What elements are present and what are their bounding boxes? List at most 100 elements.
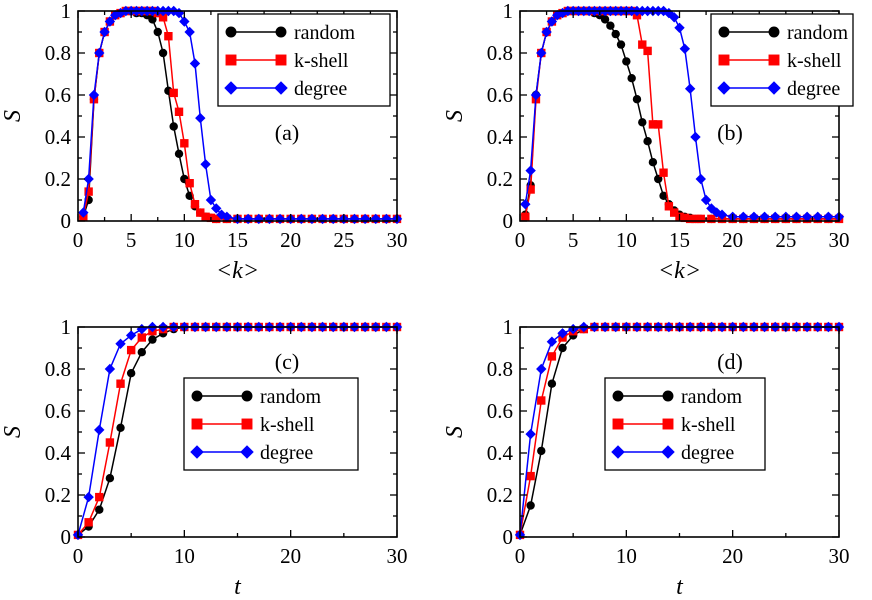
legend-marker	[612, 390, 624, 402]
x-tick-label: 10	[616, 544, 637, 568]
y-tick-label: 0	[503, 209, 514, 233]
data-point	[99, 26, 110, 38]
y-tick-label: 0	[61, 209, 72, 233]
data-point	[738, 211, 749, 222]
data-point	[669, 208, 679, 217]
data-point	[104, 363, 116, 375]
legend-marker	[190, 445, 204, 459]
data-point	[632, 95, 642, 104]
legend-entry: degree	[224, 78, 347, 100]
data-point	[525, 165, 536, 176]
x-tick-label: 5	[126, 228, 137, 252]
data-point	[526, 471, 535, 481]
x-tick-label: 10	[174, 228, 195, 252]
data-point	[126, 369, 136, 378]
x-tick-label: 15	[669, 228, 690, 252]
x-tick-label: 30	[829, 228, 850, 252]
chart-panel: 0 5 10 15 20 25 30 0 0.2 0.4 0.6 0.8 1 <k> S (b) random k…	[442, 0, 854, 284]
data-point	[547, 352, 557, 361]
legend-entry: random	[718, 22, 849, 44]
y-tick-label: 1	[61, 315, 72, 339]
data-point	[95, 492, 104, 502]
y-tick-label: 1	[503, 315, 514, 339]
data-point	[700, 194, 712, 206]
y-tick-label: 0.2	[45, 483, 71, 507]
panel-label: (a)	[275, 120, 299, 145]
y-tick-label: 1	[61, 0, 72, 23]
data-point	[520, 199, 531, 210]
data-point	[759, 211, 770, 222]
y-tick-label: 0.4	[45, 125, 72, 149]
data-point	[174, 107, 184, 116]
y-axis-title: S	[0, 110, 26, 122]
legend-marker	[662, 390, 674, 402]
data-point	[770, 211, 781, 222]
legend-marker	[661, 445, 675, 459]
data-point	[558, 343, 567, 353]
data-point	[148, 335, 157, 344]
data-point	[84, 518, 93, 527]
data-point	[541, 26, 552, 38]
data-point	[546, 336, 558, 347]
legend-entry: k-shell	[612, 414, 736, 436]
y-tick-label: 0.8	[45, 41, 71, 65]
data-point	[94, 47, 105, 59]
data-point	[684, 83, 696, 94]
legend-label: k-shell	[681, 414, 736, 436]
legend-label: random	[260, 386, 322, 408]
y-tick-label: 0.8	[487, 41, 513, 65]
legend-entry: degree	[611, 442, 734, 464]
legend-label: random	[787, 22, 849, 44]
data-point	[680, 213, 690, 223]
data-point	[153, 27, 162, 37]
y-tick-label: 0.2	[45, 167, 71, 191]
x-axis-title: <k>	[658, 258, 701, 284]
data-point	[158, 48, 168, 58]
legend: random k-shell degree	[183, 377, 359, 471]
legend-entry: random	[225, 22, 356, 44]
legend-marker	[275, 54, 287, 66]
legend-marker	[767, 81, 781, 95]
y-tick-label: 0.2	[487, 483, 513, 507]
data-point	[695, 173, 706, 185]
panel-label: (c)	[275, 349, 299, 374]
data-point	[622, 57, 631, 66]
legend-marker	[612, 418, 624, 430]
data-point	[690, 131, 701, 143]
data-point	[116, 379, 125, 388]
legend-entry: k-shell	[191, 414, 315, 436]
data-point	[200, 159, 211, 170]
data-point	[174, 149, 184, 158]
chart-panel: 0 5 10 15 20 25 30 0 0.2 0.4 0.6 0.8 1 <k> S (a) random k…	[0, 0, 408, 284]
data-point	[812, 211, 823, 222]
data-point	[105, 438, 115, 447]
x-tick-label: 0	[515, 544, 526, 568]
y-tick-label: 0.6	[487, 399, 513, 423]
data-point	[158, 13, 168, 22]
x-axis-title: t	[676, 574, 684, 600]
data-point	[201, 212, 210, 221]
y-tick-label: 0.4	[487, 125, 514, 149]
data-point	[600, 15, 610, 24]
legend-label: degree	[787, 78, 840, 100]
legend-marker	[662, 418, 674, 430]
data-point	[547, 379, 557, 388]
legend-marker	[274, 81, 288, 95]
data-point	[521, 212, 530, 221]
y-tick-label: 0	[61, 525, 72, 549]
x-axis-title: t	[234, 574, 242, 600]
data-point	[557, 328, 568, 339]
data-point	[125, 330, 137, 341]
y-tick-label: 0.6	[45, 399, 71, 423]
data-point	[823, 211, 834, 222]
data-point	[664, 202, 674, 211]
data-point	[83, 173, 94, 185]
legend-entry: random	[612, 386, 743, 408]
data-point	[526, 185, 535, 194]
data-point	[643, 137, 652, 146]
data-point	[242, 213, 254, 225]
x-tick-label: 10	[616, 228, 637, 252]
x-tick-label: 20	[722, 544, 743, 568]
data-point	[530, 89, 542, 101]
legend-marker	[224, 81, 238, 95]
